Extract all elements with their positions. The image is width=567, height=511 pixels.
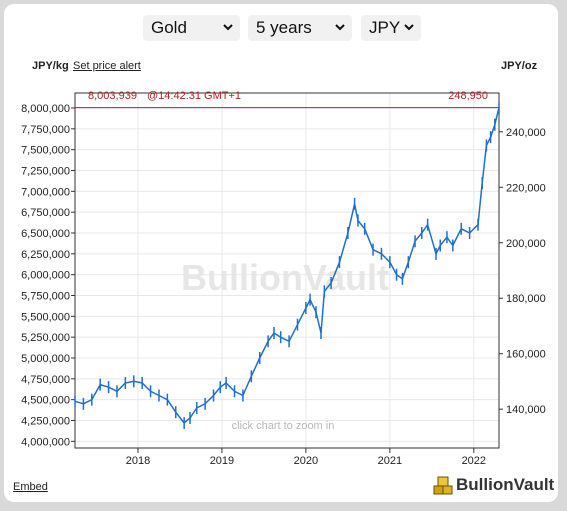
y-left-tick-label: 7,000,000: [21, 186, 70, 198]
logo-text: BullionVault: [456, 475, 555, 494]
x-tick-label: 2019: [210, 455, 234, 467]
period-select[interactable]: 5 years: [248, 15, 352, 41]
chevron-down-icon: [335, 24, 345, 31]
y-left-tick-label: 5,750,000: [21, 291, 70, 303]
y-left-tick-label: 7,500,000: [21, 145, 70, 157]
y-left-tick-label: 4,250,000: [21, 416, 70, 428]
metal-select-value: Gold: [151, 18, 187, 37]
y-left-tick-label: 4,000,000: [21, 436, 70, 448]
y-left-tick-label: 6,250,000: [21, 249, 70, 261]
period-select-value: 5 years: [256, 18, 312, 37]
y-right-tick-label: 180,000: [506, 293, 546, 305]
currency-select-value: JPY: [369, 18, 401, 37]
y-left-tick-label: 7,750,000: [21, 124, 70, 136]
set-price-alert-link[interactable]: Set price alert: [73, 60, 141, 72]
price-series: [74, 101, 500, 429]
y-right-tick-label: 200,000: [506, 238, 546, 250]
y-right-tick-label: 140,000: [506, 404, 546, 416]
x-tick-label: 2018: [126, 455, 150, 467]
plot-frame: [74, 92, 500, 449]
zoom-hint: click chart to zoom in: [232, 420, 335, 432]
y-left-tick-label: 5,000,000: [21, 353, 70, 365]
y-left-tick-label: 6,500,000: [21, 228, 70, 240]
axis-ticks: 8,000,000 7,750,000 7,500,000 7,250,000 7,00…: [21, 103, 546, 467]
x-tick-label: 2022: [462, 455, 486, 467]
x-tick-label: 2020: [294, 455, 318, 467]
currency-select[interactable]: JPY: [361, 15, 421, 41]
gold-bars-icon: [433, 476, 453, 495]
current-price-kg: 8,003,939: [88, 90, 137, 102]
chevron-down-icon: [404, 24, 414, 31]
grid: [75, 93, 499, 448]
right-unit-label: JPY/oz: [501, 60, 538, 72]
y-left-tick-label: 5,250,000: [21, 332, 70, 344]
chart-widget: [4, 4, 558, 502]
y-left-tick-label: 7,250,000: [21, 166, 70, 178]
y-right-tick-label: 160,000: [506, 349, 546, 361]
price-chart[interactable]: BullionVault click chart to zoom in 8,00…: [0, 0, 567, 470]
left-unit-label: JPY/kg: [32, 60, 69, 72]
current-price-oz: 248,950: [448, 90, 488, 102]
watermark-text: BullionVault: [181, 257, 389, 298]
y-right-tick-label: 240,000: [506, 127, 546, 139]
metal-select[interactable]: Gold: [143, 15, 240, 41]
bullionvault-logo[interactable]: BullionVault: [432, 473, 555, 497]
y-left-tick-label: 6,000,000: [21, 270, 70, 282]
y-left-tick-label: 5,500,000: [21, 311, 70, 323]
chevron-down-icon: [223, 24, 233, 31]
x-tick-label: 2021: [378, 455, 402, 467]
y-left-tick-label: 4,500,000: [21, 395, 70, 407]
y-right-tick-label: 220,000: [506, 182, 546, 194]
current-price-time: @14:42:31 GMT+1: [147, 90, 241, 102]
y-left-tick-label: 6,750,000: [21, 207, 70, 219]
y-left-tick-label: 4,750,000: [21, 374, 70, 386]
embed-link[interactable]: Embed: [13, 481, 48, 493]
y-left-tick-label: 8,000,000: [21, 103, 70, 115]
